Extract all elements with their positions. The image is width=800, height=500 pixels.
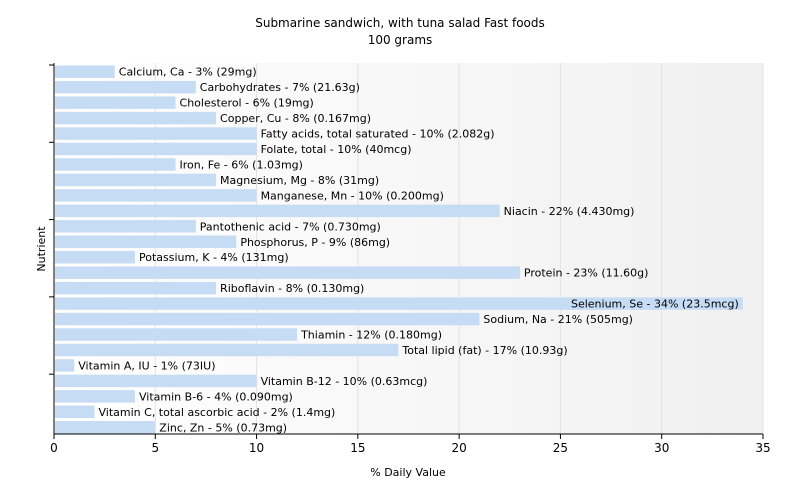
y-axis-label: Nutrient — [35, 226, 48, 272]
bar — [55, 405, 95, 419]
bar — [55, 142, 257, 156]
bar-label: Niacin - 22% (4.430mg) — [504, 205, 635, 218]
bar — [55, 343, 399, 357]
bar — [55, 204, 500, 218]
bar — [55, 80, 196, 94]
bar-label: Manganese, Mn - 10% (0.200mg) — [261, 189, 444, 202]
bar — [55, 158, 176, 171]
x-tick-label: 35 — [755, 441, 770, 455]
bar — [55, 297, 743, 310]
bar-label: Vitamin B-12 - 10% (0.63mcg) — [261, 375, 428, 388]
bar-label: Calcium, Ca - 3% (29mg) — [119, 66, 257, 79]
bar-label: Pantothenic acid - 7% (0.730mg) — [200, 220, 381, 233]
x-tick-label: 5 — [151, 441, 159, 455]
bar-label: Fatty acids, total saturated - 10% (2.08… — [261, 128, 495, 141]
x-tick-label: 15 — [350, 441, 365, 455]
bar-label: Protein - 23% (11.60g) — [524, 267, 649, 280]
bar-label: Sodium, Na - 21% (505mg) — [483, 313, 633, 326]
bar-label: Riboflavin - 8% (0.130mg) — [220, 282, 364, 295]
bar — [55, 65, 115, 78]
bar-label: Zinc, Zn - 5% (0.73mg) — [159, 421, 287, 434]
bar — [55, 359, 75, 372]
bars — [55, 65, 743, 434]
bar-label: Folate, total - 10% (40mcg) — [261, 143, 412, 156]
plot-background — [54, 63, 763, 434]
x-axis-label: % Daily Value — [370, 466, 446, 479]
gridlines — [154, 63, 764, 434]
bar — [55, 312, 480, 326]
bar — [55, 127, 257, 140]
bar — [55, 281, 217, 295]
bar-label: Carbohydrates - 7% (21.63g) — [200, 81, 360, 94]
bar-label: Phosphorus, P - 9% (86mg) — [240, 236, 390, 249]
bar — [55, 173, 217, 187]
x-tick-label: 20 — [452, 441, 467, 455]
x-tick-label: 25 — [553, 441, 568, 455]
x-tick-labels: 0 5 10 15 20 25 30 35 — [50, 441, 770, 455]
bar — [55, 374, 257, 388]
bar — [55, 266, 520, 279]
chart-title: Submarine sandwich, with tuna salad Fast… — [255, 16, 545, 30]
bar-label: Vitamin A, IU - 1% (73IU) — [78, 359, 215, 372]
bar — [55, 251, 136, 264]
bar — [55, 96, 176, 109]
x-tick-label: 30 — [654, 441, 669, 455]
x-tick-label: 10 — [249, 441, 264, 455]
bar — [55, 235, 237, 248]
bar-labels: Calcium, Ca - 3% (29mg) Carbohydrates - 7… — [78, 66, 738, 435]
bar — [55, 189, 257, 202]
bar-label: Copper, Cu - 8% (0.167mg) — [220, 112, 371, 125]
bar-label: Total lipid (fat) - 17% (10.93g) — [401, 344, 567, 357]
bar-label: Vitamin B-6 - 4% (0.090mg) — [139, 390, 293, 403]
bar-label: Cholesterol - 6% (19mg) — [180, 97, 314, 110]
chart-subtitle: 100 grams — [368, 33, 433, 47]
bar — [55, 421, 156, 434]
bar-label: Thiamin - 12% (0.180mg) — [300, 329, 442, 342]
bar — [55, 220, 196, 233]
bar-label: Potassium, K - 4% (131mg) — [139, 251, 289, 264]
bar-label: Selenium, Se - 34% (23.5mcg) — [571, 298, 739, 311]
bar-label: Magnesium, Mg - 8% (31mg) — [220, 174, 379, 187]
bar — [55, 390, 136, 403]
bar — [55, 328, 298, 341]
bar — [55, 111, 217, 125]
x-tick-label: 0 — [50, 441, 58, 455]
bar-label: Vitamin C, total ascorbic acid - 2% (1.4… — [99, 406, 336, 419]
bar-label: Iron, Fe - 6% (1.03mg) — [180, 158, 303, 171]
axes — [49, 63, 764, 439]
